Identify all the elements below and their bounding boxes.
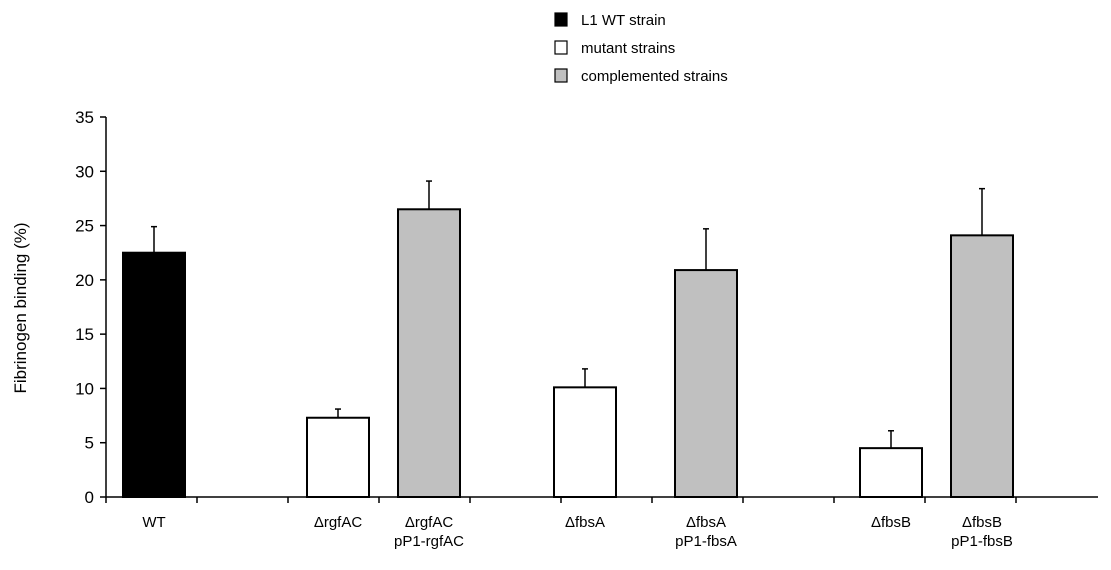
- category-label: ΔfbsA: [565, 514, 605, 531]
- legend-label: L1 WT strain: [581, 12, 666, 29]
- category-label: ΔrgfAC: [405, 514, 454, 531]
- y-axis-label: Fibrinogen binding (%): [11, 222, 30, 393]
- y-axis: 0 5 10 15 20 25 30 35: [75, 108, 107, 507]
- legend-swatch: [554, 12, 568, 27]
- category-labels: WT ΔrgfAC ΔrgfAC pP1-rgfAC ΔfbsA ΔfbsA pP1-fbs…: [142, 514, 1013, 550]
- category-label: ΔfbsA: [686, 514, 726, 531]
- legend-label: complemented strains: [581, 68, 728, 85]
- category-label: ΔfbsB: [962, 514, 1002, 531]
- legend-swatch: [554, 40, 568, 55]
- bar: [122, 251, 186, 498]
- category-label: pP1-fbsB: [951, 533, 1013, 550]
- legend-swatch: [554, 68, 568, 83]
- y-tick-label: 0: [85, 488, 94, 507]
- error-bars: [151, 180, 985, 449]
- bar: [397, 208, 461, 499]
- bar: [674, 269, 738, 499]
- y-tick-label: 15: [75, 325, 94, 344]
- category-label: ΔrgfAC: [314, 514, 363, 531]
- y-tick-label: 25: [75, 217, 94, 236]
- category-label: pP1-rgfAC: [394, 533, 464, 550]
- bar: [950, 234, 1014, 498]
- bar: [553, 386, 617, 499]
- y-tick-label: 20: [75, 271, 94, 290]
- bars: [122, 208, 1014, 499]
- y-tick-label: 35: [75, 108, 94, 127]
- category-label: WT: [142, 514, 165, 531]
- legend-label: mutant strains: [581, 40, 675, 57]
- category-label: pP1-fbsA: [675, 533, 737, 550]
- y-tick-label: 10: [75, 379, 94, 398]
- category-label: ΔfbsB: [871, 514, 911, 531]
- legend: L1 WT strain mutant strains complemented s…: [554, 12, 728, 85]
- y-tick-label: 5: [85, 434, 94, 453]
- y-tick-label: 30: [75, 162, 94, 181]
- bar: [306, 416, 370, 498]
- bar: [859, 447, 923, 498]
